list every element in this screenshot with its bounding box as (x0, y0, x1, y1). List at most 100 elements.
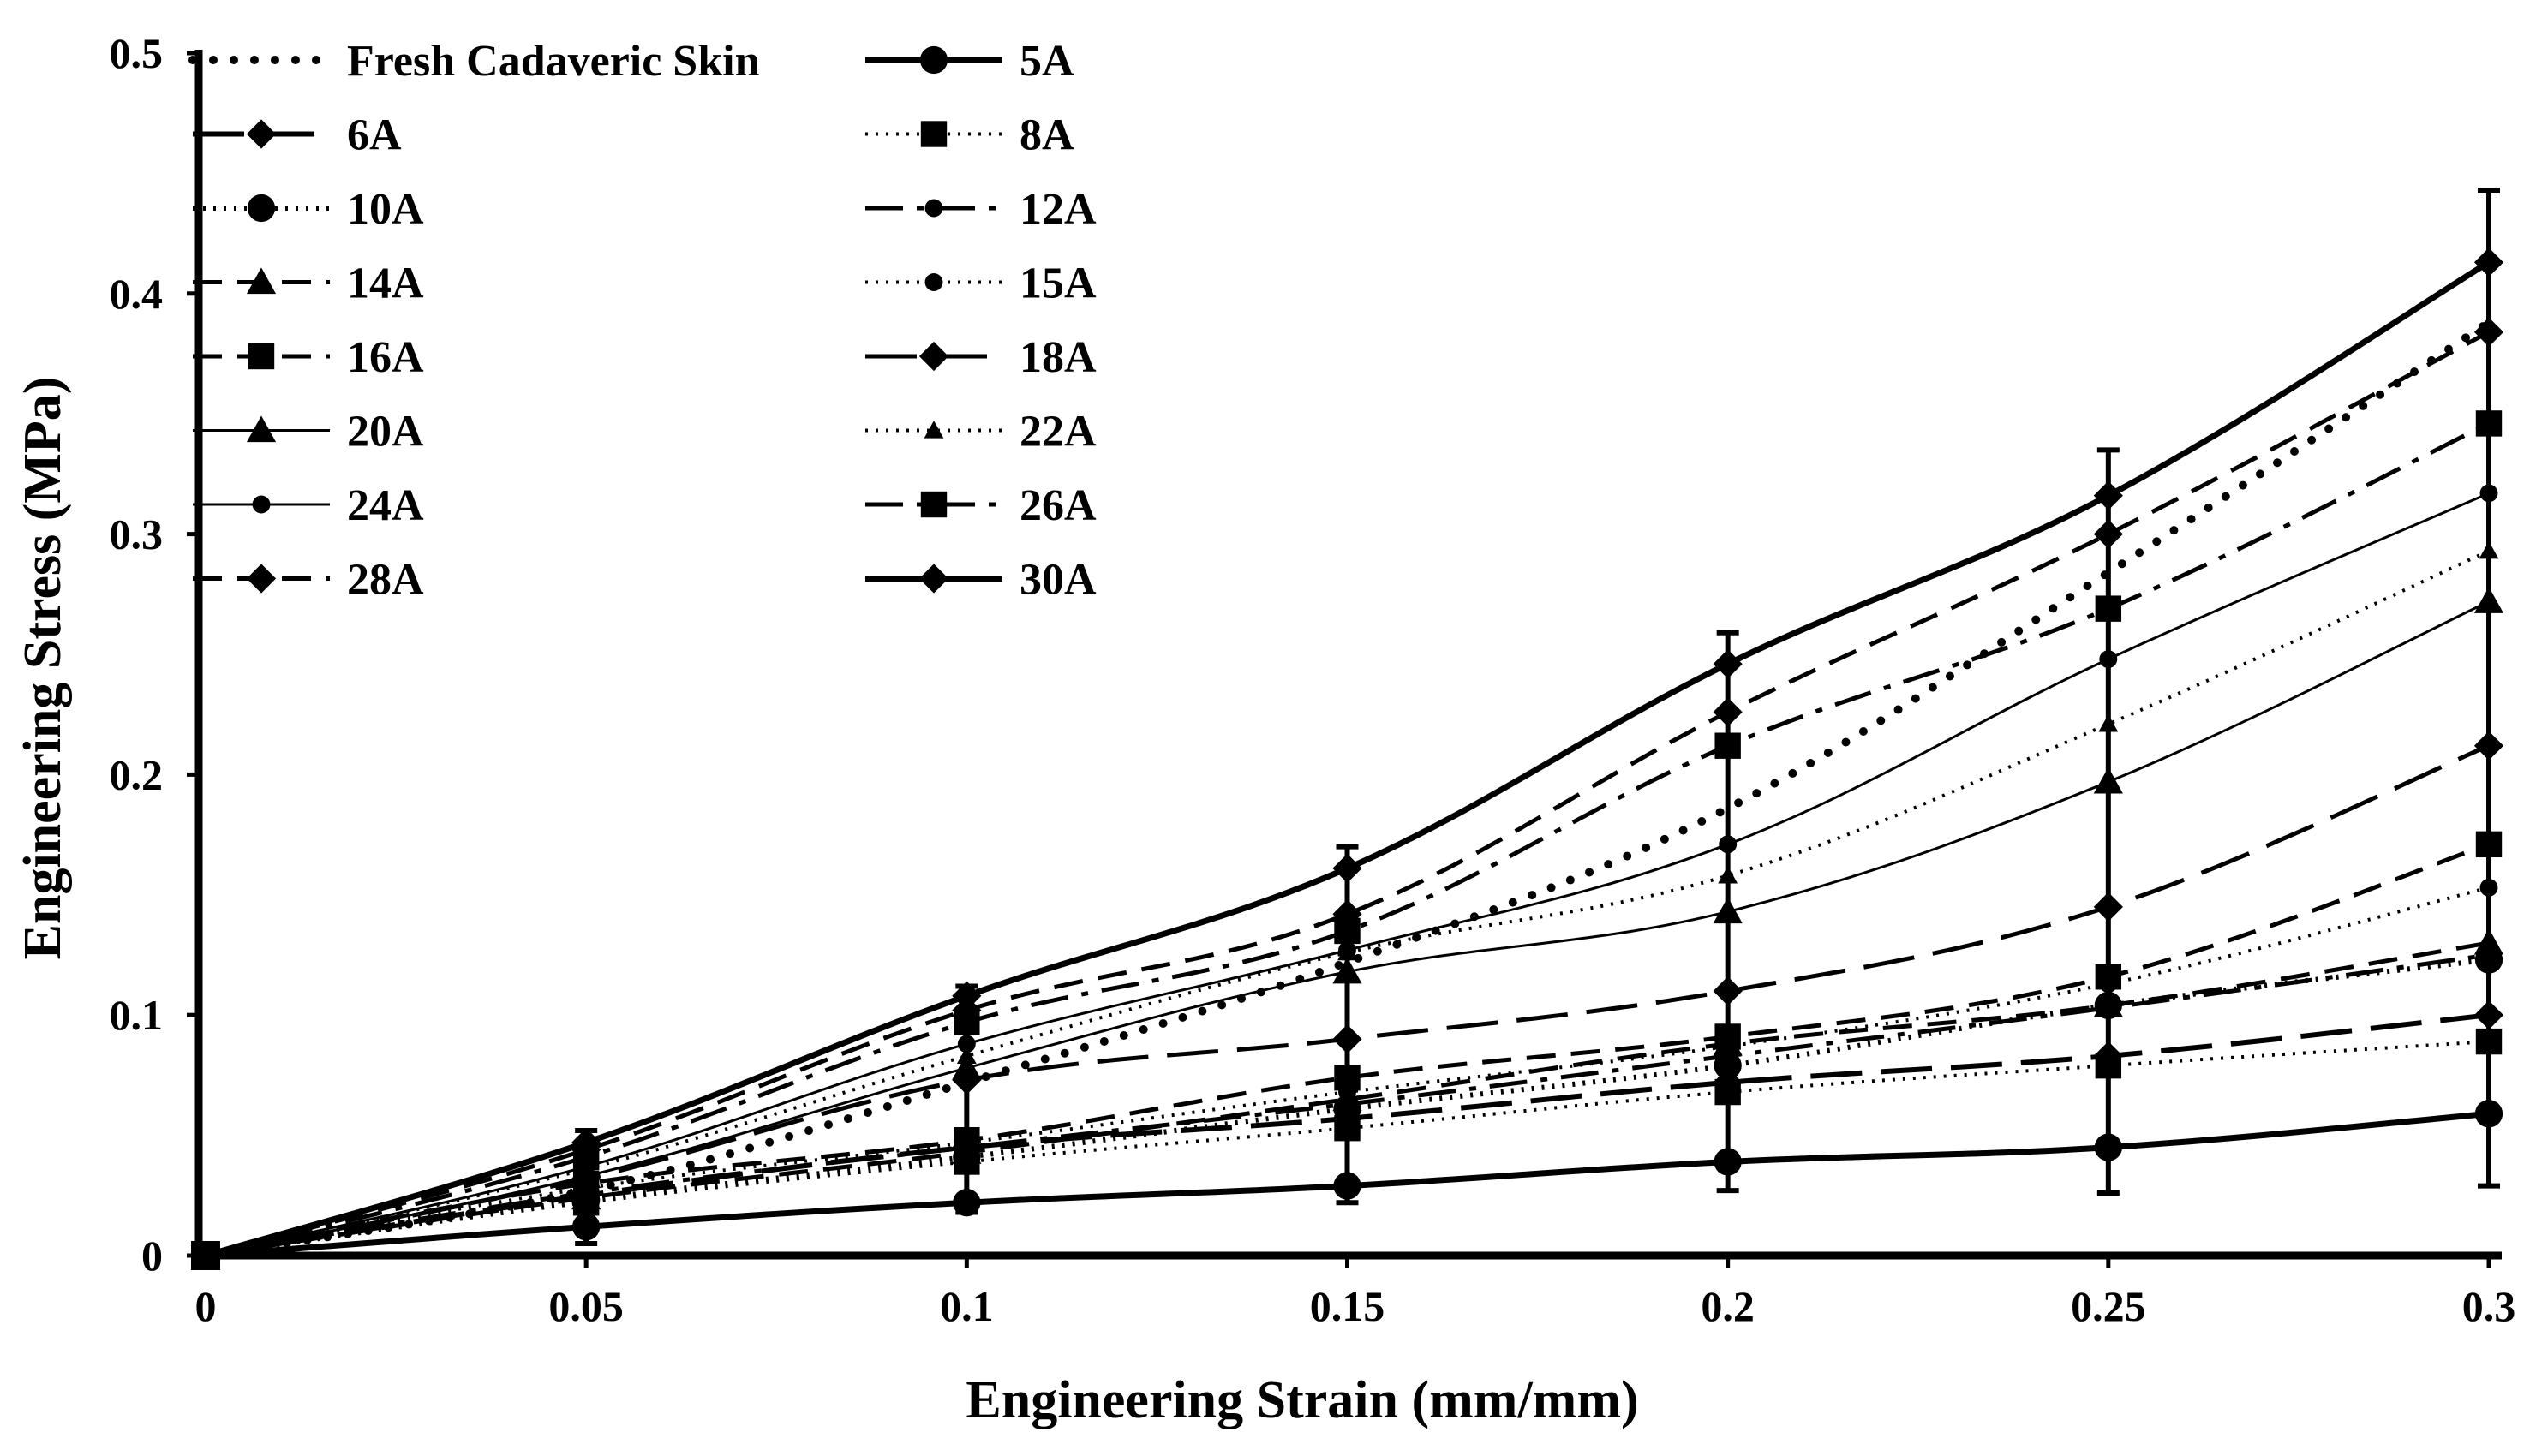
axes (194, 50, 2502, 1260)
data-point-11-2 (956, 1046, 977, 1065)
legend-item-28a: 28A (193, 556, 424, 605)
series-22a (205, 540, 2499, 1257)
data-point-11-6 (2479, 540, 2499, 559)
data-point-8-6 (2475, 831, 2503, 858)
series-16a (205, 831, 2503, 1258)
data-point-12-6 (2479, 484, 2498, 503)
data-point-6-6 (2473, 928, 2504, 955)
y-tick-label-0: 0 (141, 1232, 163, 1280)
data-point-15-5 (2093, 480, 2123, 510)
data-point-12-5 (2099, 650, 2118, 669)
legend-label: 6A (347, 111, 402, 160)
data-point-2-6 (2473, 1000, 2504, 1030)
legend-item-14a: 14A (193, 260, 424, 308)
x-tick-label-5: 0.25 (2071, 1282, 2146, 1330)
data-point-15-4 (1713, 649, 1743, 679)
data-point-1-5 (2094, 1133, 2122, 1161)
legend-swatch-marker (247, 194, 276, 223)
legend-swatch-marker (924, 421, 944, 439)
x-tick-label-6: 0.3 (2462, 1282, 2516, 1330)
tick-labels: 0 0.05 0.1 0.15 0.2 0.25 0.3 0 0.1 0.2 0.3 0.4 0.5 (110, 29, 2516, 1330)
data-point-9-5 (2093, 892, 2123, 922)
legend-swatch-marker (920, 121, 948, 147)
y-tick-label-1: 0.1 (110, 991, 164, 1039)
y-axis-title: Engineering Stress (MPa) (14, 377, 72, 960)
data-point-1-2 (953, 1189, 981, 1217)
legend: Fresh Cadaveric Skin 5A 6A 8A 10A 12A 14A 15A 16… (188, 37, 1097, 605)
legend-swatch-marker (924, 273, 943, 291)
legend-swatch-marker (246, 415, 277, 443)
legend-label: 12A (1020, 185, 1097, 234)
legend-item-22a: 22A (865, 408, 1097, 456)
legend-label: 15A (1020, 260, 1097, 308)
series-line-0 (201, 318, 2493, 1260)
data-point-10-5 (2093, 767, 2123, 794)
data-point-3-4 (1714, 1078, 1741, 1106)
data-point-15-1 (571, 1127, 601, 1158)
legend-label: 28A (347, 556, 424, 605)
legend-swatch-marker (246, 267, 277, 295)
x-tick-label-0: 0 (195, 1282, 217, 1330)
legend-item-10a: 10A (193, 185, 424, 234)
legend-label: 24A (347, 481, 424, 530)
series-lines (191, 248, 2504, 1270)
data-point-15-3 (1332, 853, 1362, 884)
data-point-14-4 (1713, 697, 1743, 727)
data-point-7-6 (2479, 878, 2498, 897)
legend-swatch-marker (920, 491, 948, 518)
legend-label: 16A (347, 333, 424, 382)
x-tick-label-3: 0.15 (1310, 1282, 1385, 1330)
y-tick-label-5: 0.5 (110, 29, 164, 77)
data-point-9-3 (1332, 1024, 1362, 1054)
legend-item-18a: 18A (865, 333, 1097, 382)
data-point-9-6 (2473, 731, 2504, 761)
data-point-13-5 (2095, 595, 2122, 622)
data-point-13-4 (1714, 732, 1741, 759)
data-point-10-2 (952, 1053, 982, 1080)
x-axis-title: Engineering Strain (mm/mm) (966, 1371, 1638, 1429)
legend-label: 10A (347, 185, 424, 234)
legend-item-15a: 15A (865, 260, 1097, 308)
legend-item-8a: 8A (865, 111, 1074, 160)
legend-label: 8A (1020, 111, 1074, 160)
data-point-9-4 (1713, 976, 1743, 1006)
data-point-15-2 (952, 981, 982, 1011)
data-point-8-2 (954, 1127, 980, 1154)
legend-label: 5A (1020, 37, 1074, 86)
legend-label: 30A (1020, 556, 1097, 605)
legend-item-24a: 24A (193, 481, 424, 530)
legend-swatch-marker (252, 495, 271, 514)
legend-swatch-marker (918, 341, 949, 372)
y-tick-label-2: 0.2 (110, 750, 164, 798)
legend-label: 26A (1020, 481, 1097, 530)
data-point-8-5 (2095, 964, 2122, 990)
legend-item-30a: 30A (865, 556, 1097, 605)
legend-item-12a: 12A (865, 185, 1097, 234)
y-tick-label-3: 0.3 (110, 510, 164, 558)
data-point-12-4 (1719, 835, 1738, 854)
data-point-15-6 (2473, 248, 2504, 277)
x-tick-label-4: 0.2 (1701, 1282, 1755, 1330)
data-point-1-3 (1333, 1172, 1361, 1200)
legend-swatch-marker (246, 119, 277, 149)
data-point-11-5 (2098, 714, 2119, 732)
data-point-10-3 (1332, 957, 1362, 984)
legend-label: 20A (347, 408, 424, 456)
data-point-1-6 (2474, 1100, 2503, 1128)
legend-item-16a: 16A (193, 333, 424, 382)
legend-swatch-marker (918, 564, 949, 594)
data-point-3-5 (2095, 1052, 2122, 1079)
data-point-10-6 (2473, 587, 2504, 613)
x-tick-label-2: 0.1 (940, 1282, 994, 1330)
data-point-10-4 (1713, 897, 1743, 924)
data-point-1-1 (572, 1213, 601, 1241)
legend-item-26a: 26A (865, 481, 1097, 530)
data-point-12-3 (1338, 940, 1356, 959)
data-point-8-3 (1334, 1065, 1361, 1091)
data-point-14-5 (2093, 519, 2123, 549)
legend-label: Fresh Cadaveric Skin (347, 37, 760, 86)
data-point-8-4 (1714, 1023, 1741, 1050)
series-5a (205, 1100, 2503, 1259)
